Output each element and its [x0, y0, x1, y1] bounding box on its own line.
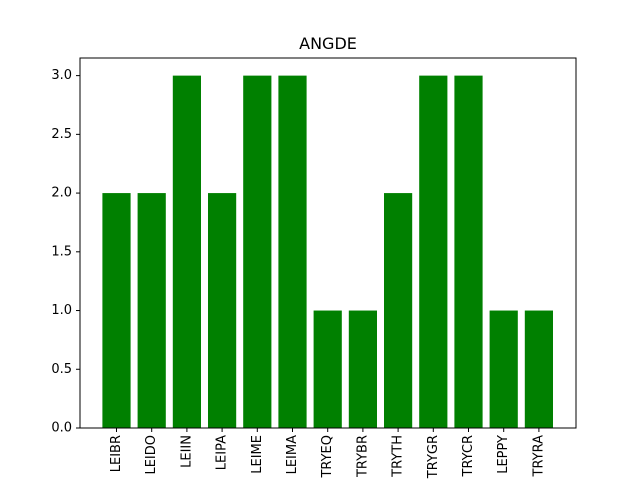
y-tick-label: 1.0	[51, 303, 72, 318]
y-axis: 0.0 0.5 1.0 1.5 2.0 2.5 3.0	[51, 68, 80, 436]
x-tick-label-leipa: LEIPA	[215, 435, 230, 470]
bar-leima	[278, 75, 307, 429]
x-tick-label-leime: LEIME	[250, 435, 265, 474]
bar-leipa	[208, 193, 237, 428]
bar-leibr	[102, 193, 131, 428]
x-tick-label-tryeq: TRYEQ	[320, 435, 335, 479]
bar-trybr	[348, 310, 377, 428]
x-tick-label-tryth: TRYTH	[391, 435, 406, 478]
y-tick-label: 2.0	[51, 186, 72, 201]
x-tick-label-leido: LEIDO	[144, 435, 159, 475]
y-tick-label: 2.5	[51, 127, 72, 142]
plot-frame	[79, 57, 577, 429]
x-tick-label-leiin: LEIIN	[179, 435, 194, 468]
chart-title: ANGDE	[299, 34, 357, 53]
x-tick-label-leppy: LEPPY	[496, 435, 511, 474]
bar-leiin	[172, 75, 201, 429]
bar-leime	[243, 75, 272, 429]
x-tick-label-trybr: TRYBR	[355, 435, 370, 478]
bar-tryeq	[313, 310, 342, 428]
y-tick-label: 0.5	[51, 362, 72, 377]
bar-trygr	[419, 75, 448, 429]
y-tick-label: 0.0	[51, 421, 72, 436]
x-tick-label-leibr: LEIBR	[109, 435, 124, 472]
x-tick-label-tryra: TRYRA	[531, 435, 546, 478]
x-tick-label-trygr: TRYGR	[426, 435, 441, 479]
y-tick-label: 3.0	[51, 68, 72, 83]
bar-trycr	[454, 75, 483, 429]
bar-tryth	[384, 193, 413, 428]
y-tick-label: 1.5	[51, 244, 72, 259]
bar-leppy	[489, 310, 518, 428]
bars-group	[102, 75, 553, 429]
x-axis: LEIBR LEIDO LEIIN LEIPA LEIME LEIMA TRYEQ TRYBR…	[109, 428, 546, 479]
x-tick-label-trycr: TRYCR	[461, 435, 476, 477]
bar-leido	[137, 193, 166, 428]
x-tick-label-leima: LEIMA	[285, 435, 300, 475]
bar-tryra	[524, 310, 553, 428]
